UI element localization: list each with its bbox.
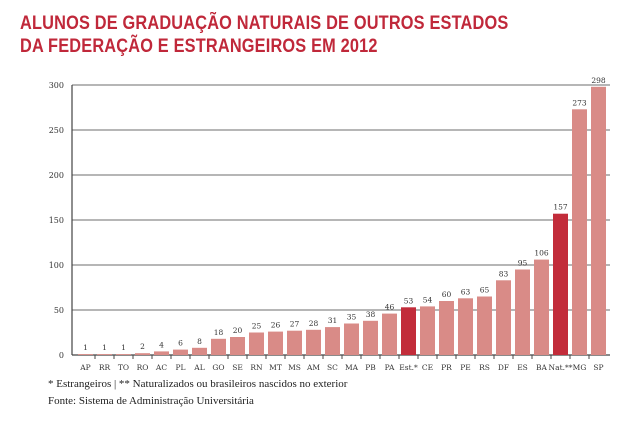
x-tick-label: RO <box>137 363 149 372</box>
data-label: 46 <box>385 303 395 312</box>
x-tick-label: BA <box>536 363 548 372</box>
x-tick-label: SP <box>593 363 603 372</box>
x-tick-label: ES <box>517 363 528 372</box>
chart-title: ALUNOS DE GRADUAÇÃO NATURAIS DE OUTROS E… <box>20 12 508 58</box>
x-tick-label: RS <box>479 363 490 372</box>
bar-rr <box>97 354 112 355</box>
data-label: 54 <box>423 295 433 304</box>
data-label: 38 <box>366 310 376 319</box>
chart-title-line-2: DA FEDERAÇÃO E ESTRANGEIROS EM 2012 <box>20 36 378 57</box>
bar-ro <box>135 353 150 355</box>
x-tick-label: MG <box>573 363 587 372</box>
bar-pa <box>382 313 397 355</box>
x-tick-label: AL <box>193 363 204 372</box>
data-label: 1 <box>83 343 88 352</box>
bar-ap <box>78 354 93 355</box>
data-label: 1 <box>102 343 107 352</box>
footnote-legend: * Estrangeiros | ** Naturalizados ou bra… <box>48 378 348 390</box>
x-tick-label: AM <box>306 363 320 372</box>
x-tick-label: DF <box>498 363 509 372</box>
x-tick-label: RN <box>250 363 263 372</box>
data-label: 8 <box>197 337 202 346</box>
data-label: 4 <box>159 340 164 349</box>
data-label: 25 <box>252 322 262 331</box>
bar-est <box>401 307 416 355</box>
x-tick-label: CE <box>422 363 433 372</box>
bar-ms <box>287 330 302 355</box>
data-label: 26 <box>271 321 281 330</box>
bar-ac <box>154 351 169 355</box>
x-tick-label: PL <box>175 363 185 372</box>
data-label: 273 <box>572 98 587 107</box>
x-tick-label: RR <box>99 363 111 372</box>
data-label: 60 <box>442 290 452 299</box>
bar-es <box>515 269 530 355</box>
x-tick-label: MS <box>288 363 301 372</box>
data-label: 157 <box>553 203 568 212</box>
data-label: 298 <box>591 76 606 85</box>
x-tick-label: Est.* <box>399 363 418 372</box>
x-tick-label: MA <box>345 363 359 372</box>
data-label: 2 <box>140 342 145 351</box>
bar-pr <box>439 301 454 355</box>
y-tick-label: 100 <box>49 261 64 270</box>
y-tick-label: 150 <box>49 216 64 225</box>
data-label: 53 <box>404 296 414 305</box>
bar-mt <box>268 331 283 355</box>
x-tick-label: AP <box>79 363 90 372</box>
data-label: 106 <box>534 249 549 258</box>
data-label: 83 <box>499 269 509 278</box>
x-tick-label: GO <box>212 363 224 372</box>
data-label: 27 <box>290 320 300 329</box>
bar-go <box>211 338 226 355</box>
bar-pb <box>363 320 378 355</box>
x-tick-label: TO <box>118 363 129 372</box>
x-tick-label: SC <box>327 363 338 372</box>
x-tick-label: PB <box>365 363 376 372</box>
bar-mg <box>572 109 587 355</box>
footnote-source: Fonte: Sistema de Administração Universi… <box>48 395 254 407</box>
bar-ma <box>344 323 359 355</box>
bar-rs <box>477 296 492 355</box>
x-tick-label: PA <box>385 363 395 372</box>
data-label: 65 <box>480 286 490 295</box>
x-tick-label: PR <box>441 363 452 372</box>
bar-pe <box>458 298 473 355</box>
chart-title-line-1: ALUNOS DE GRADUAÇÃO NATURAIS DE OUTROS E… <box>20 13 509 34</box>
x-tick-label: SE <box>232 363 243 372</box>
y-tick-label: 200 <box>49 171 64 180</box>
bar-df <box>496 280 511 355</box>
data-label: 63 <box>461 287 471 296</box>
data-label: 35 <box>347 313 357 322</box>
bar-ce <box>420 306 435 355</box>
data-label: 95 <box>518 259 528 268</box>
bar-to <box>116 354 131 355</box>
bar-sc <box>325 327 340 355</box>
x-tick-label: MT <box>269 363 282 372</box>
data-label: 1 <box>121 343 126 352</box>
data-label: 20 <box>233 326 243 335</box>
bar-sp <box>591 86 606 356</box>
bar-pl <box>173 349 188 355</box>
bar-am <box>306 329 321 355</box>
y-tick-label: 50 <box>54 306 64 315</box>
data-label: 18 <box>214 328 224 337</box>
bar-nat <box>553 213 568 355</box>
y-tick-label: 0 <box>59 351 64 360</box>
bar-se <box>230 337 245 355</box>
bar-ba <box>534 259 549 355</box>
y-tick-label: 300 <box>49 81 64 90</box>
y-tick-label: 250 <box>49 126 64 135</box>
data-label: 31 <box>328 316 338 325</box>
x-tick-label: Nat.** <box>549 363 573 372</box>
bar-al <box>192 347 207 355</box>
data-label: 28 <box>309 319 319 328</box>
data-label: 6 <box>178 339 183 348</box>
x-tick-label: PE <box>460 363 471 372</box>
bar-rn <box>249 332 264 355</box>
x-tick-label: AC <box>155 363 167 372</box>
